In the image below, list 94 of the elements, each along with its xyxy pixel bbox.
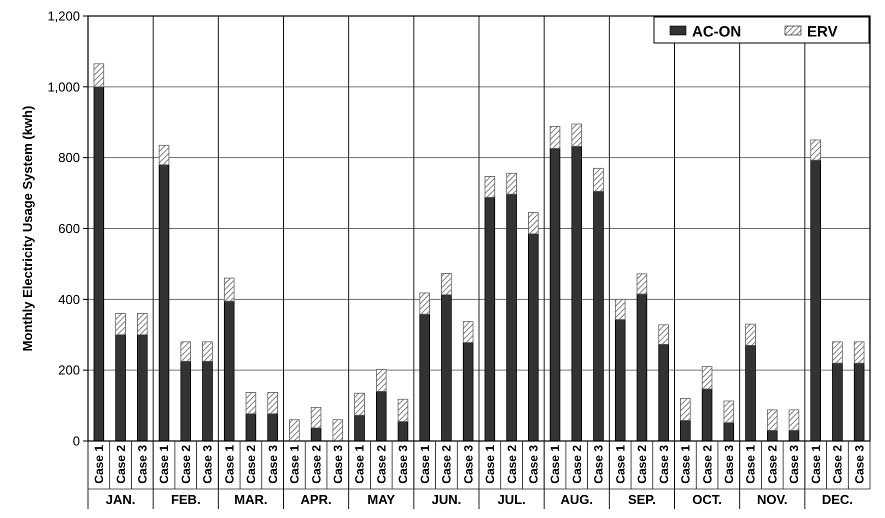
y-tick-label: 1,200 (47, 8, 80, 24)
bar (724, 400, 734, 423)
bar (419, 292, 430, 315)
x-tick-label: Case 3 (526, 444, 541, 484)
bar (158, 144, 170, 166)
y-tick-label: 800 (58, 150, 80, 166)
x-tick-label: Case 1 (548, 444, 562, 484)
text: JAN. (106, 492, 136, 507)
bar (289, 419, 300, 442)
bar (224, 278, 234, 302)
x-tick-label: Case 2 (244, 444, 258, 484)
bar (614, 298, 626, 320)
bar (680, 398, 691, 421)
x-tick-label: Case 1 (222, 444, 236, 484)
x-tick-label: Case 1 (678, 444, 693, 484)
x-tick-label: Case 2 (765, 444, 780, 484)
bar (766, 409, 778, 431)
x-tick-label: Case 3 (136, 444, 150, 484)
bar (636, 273, 648, 294)
bar (354, 392, 365, 416)
bar (462, 321, 474, 343)
x-tick-label: Case 3 (396, 444, 410, 484)
x-tick-label: Case 1 (483, 444, 498, 484)
text: JUN. (432, 492, 462, 507)
y-axis-title: Monthly Electricity Usage System (kwh) (20, 106, 35, 352)
x-tick-label: Case 2 (504, 444, 519, 484)
bar (702, 366, 712, 390)
bar (115, 313, 126, 336)
bar (332, 419, 344, 442)
y-tick-label: 1,000 (47, 79, 80, 94)
text: APR. (300, 492, 332, 507)
x-tick-label: Case 2 (635, 444, 650, 484)
x-tick-label: Case 2 (700, 444, 714, 484)
text: OCT. (692, 492, 722, 507)
text: FEB. (170, 492, 201, 507)
x-tick-label: Case 1 (744, 444, 758, 484)
x-tick-label: Case 3 (787, 444, 802, 484)
bar (310, 406, 322, 428)
x-tick-label: Case 3 (461, 444, 476, 484)
x-tick-label: Case 3 (722, 444, 736, 484)
bar (788, 409, 800, 431)
x-tick-label: Case 3 (200, 444, 215, 484)
x-tick-label: Case 1 (352, 444, 367, 484)
text: MAR. (234, 492, 268, 507)
x-tick-label: Case 3 (331, 444, 346, 484)
x-tick-label: Case 2 (830, 444, 845, 484)
x-tick-label: Case 2 (570, 444, 584, 484)
x-tick-label: Case 1 (157, 444, 172, 484)
bar (854, 341, 864, 364)
x-tick-label: Case 3 (852, 444, 866, 484)
x-tick-label: Case 2 (309, 444, 324, 484)
bar (441, 273, 452, 296)
text: MAY (367, 492, 396, 507)
bar (376, 369, 387, 392)
bar (550, 126, 560, 149)
y-tick-label: 400 (58, 292, 80, 307)
text: NOV. (756, 492, 788, 507)
bar (571, 124, 582, 147)
bar (506, 172, 517, 195)
bar (137, 313, 148, 336)
y-tick-label: 0 (72, 434, 80, 449)
x-tick-label: Case 2 (374, 444, 388, 484)
x-tick-label: Case 3 (592, 444, 606, 484)
bar (658, 324, 669, 345)
text: DEC. (822, 492, 853, 507)
x-tick-label: Case 3 (266, 444, 280, 484)
x-tick-label: Case 3 (656, 444, 671, 484)
bar (484, 176, 496, 198)
bar (593, 168, 604, 192)
bar (94, 63, 104, 88)
x-tick-label: Case 2 (114, 444, 128, 484)
x-tick-label: Case 1 (92, 444, 106, 484)
x-tick-label: Case 1 (418, 444, 432, 484)
legend-label: ERV (807, 23, 838, 40)
bar (832, 341, 843, 364)
x-tick-label: Case 2 (440, 444, 454, 484)
x-tick-label: Case 1 (613, 444, 628, 484)
text: SEP. (628, 492, 656, 507)
bar (528, 212, 539, 234)
bar (745, 324, 756, 346)
y-tick-label: 200 (58, 362, 80, 378)
text: JUL. (497, 492, 526, 507)
x-tick-label: Case 1 (288, 444, 302, 484)
text: AUG. (560, 492, 593, 507)
bar (202, 341, 213, 362)
legend-label: AC-ON (692, 23, 742, 40)
bar (398, 398, 408, 422)
x-tick-label: Case 2 (178, 444, 193, 484)
y-tick-label: 600 (58, 221, 80, 236)
bar (267, 392, 278, 414)
bar (246, 392, 256, 414)
bar (810, 140, 821, 161)
x-tick-label: Case 1 (808, 444, 823, 484)
bar (180, 341, 192, 362)
